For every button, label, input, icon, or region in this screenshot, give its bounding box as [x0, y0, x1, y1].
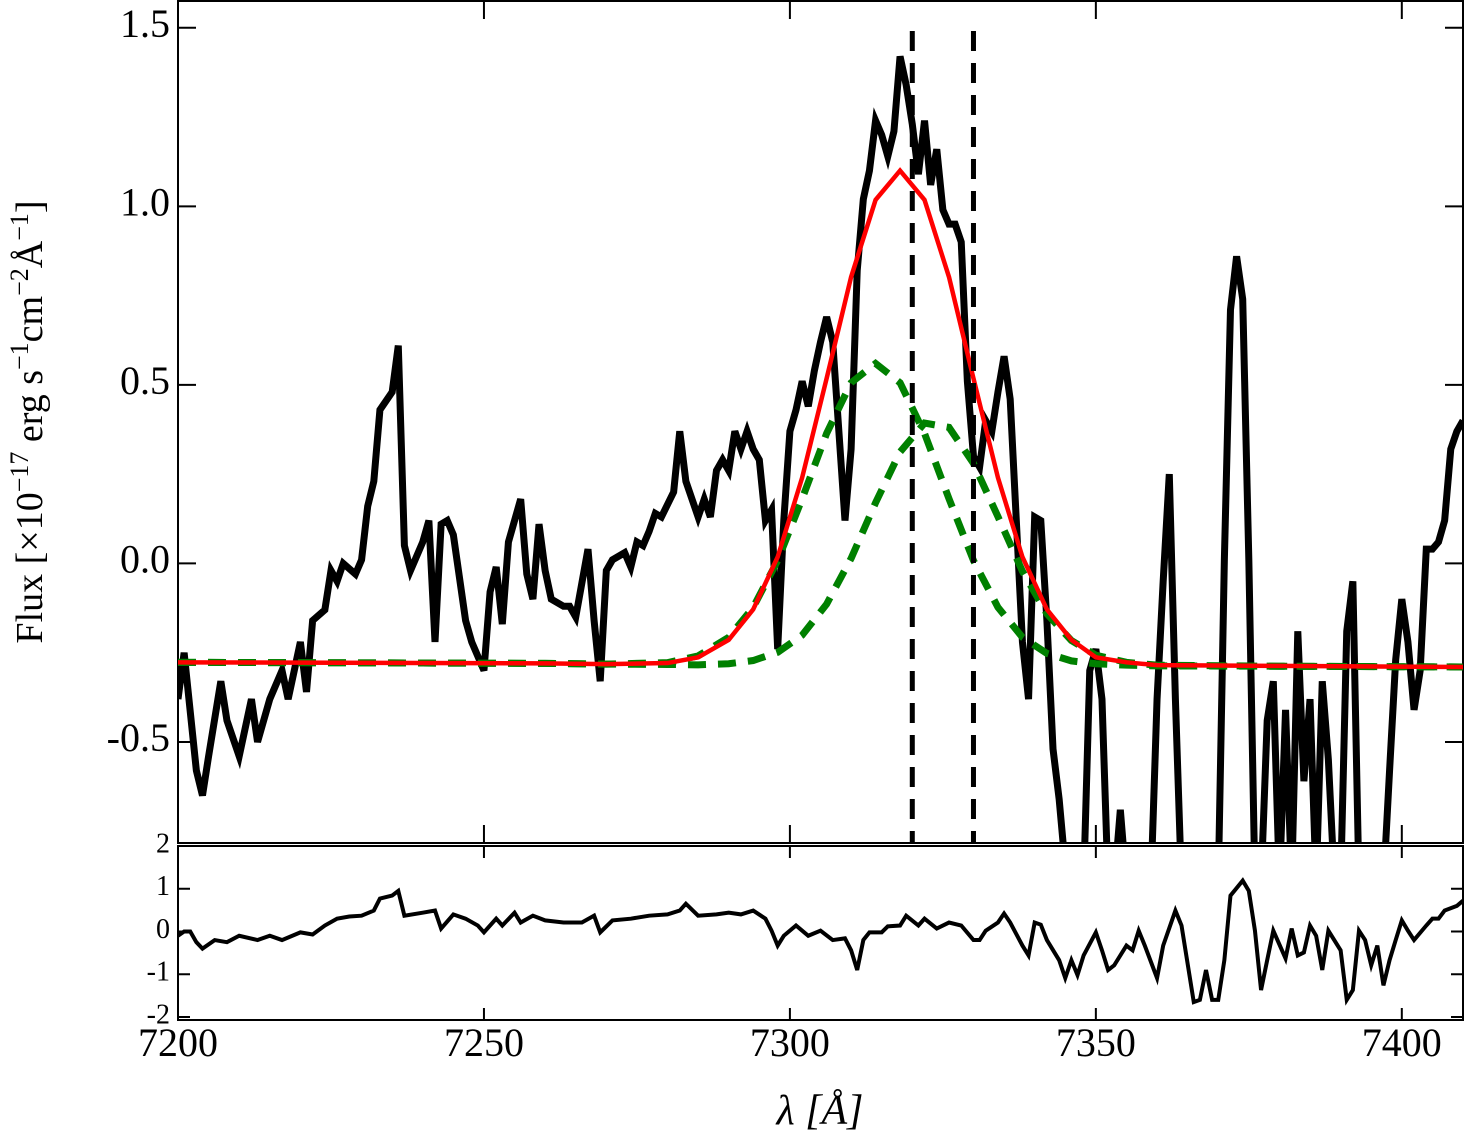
y-axis-label-part: ]	[9, 200, 51, 213]
x-tick-label: 7300	[750, 1020, 830, 1065]
y-axis-label-part: −1	[5, 213, 34, 241]
y-axis-label-part: cm	[9, 296, 51, 342]
y-axis-label-part: Flux [×10	[9, 492, 51, 643]
x-tick-label: 7350	[1056, 1020, 1136, 1065]
data-line	[178, 877, 1463, 1006]
plot-frame	[177, 845, 1464, 1021]
y-tick-label: 0	[156, 914, 170, 945]
y-tick-label: 0.0	[120, 537, 170, 582]
x-tick-label: 7250	[444, 1020, 524, 1065]
y-tick-label: 0.5	[120, 358, 170, 403]
y-tick-label: 1.0	[120, 179, 170, 224]
data-line	[178, 55, 1463, 843]
x-axis-label: λ [Å]	[774, 1088, 863, 1134]
y-tick-label: -0.5	[107, 715, 170, 760]
x-tick-label: 7400	[1362, 1020, 1442, 1065]
y-tick-label: 1	[156, 871, 170, 902]
y-axis-label: Flux [×10−17 erg s−1cm−2Å−1]	[5, 200, 52, 643]
y-axis-label-part: Å	[9, 240, 51, 268]
y-axis-label-part: −2	[5, 268, 34, 296]
x-tick-label: 7200	[138, 1020, 218, 1065]
y-tick-label: 2	[156, 828, 170, 859]
y-tick-label: 1.5	[120, 1, 170, 46]
y-axis-label-part: −1	[5, 342, 34, 370]
y-tick-label: -1	[147, 957, 170, 988]
y-tick-label: -2	[147, 999, 170, 1030]
data-line	[178, 167, 1463, 670]
y-axis-label-part: −17	[5, 452, 34, 493]
y-axis-label-part: erg s	[9, 370, 51, 452]
